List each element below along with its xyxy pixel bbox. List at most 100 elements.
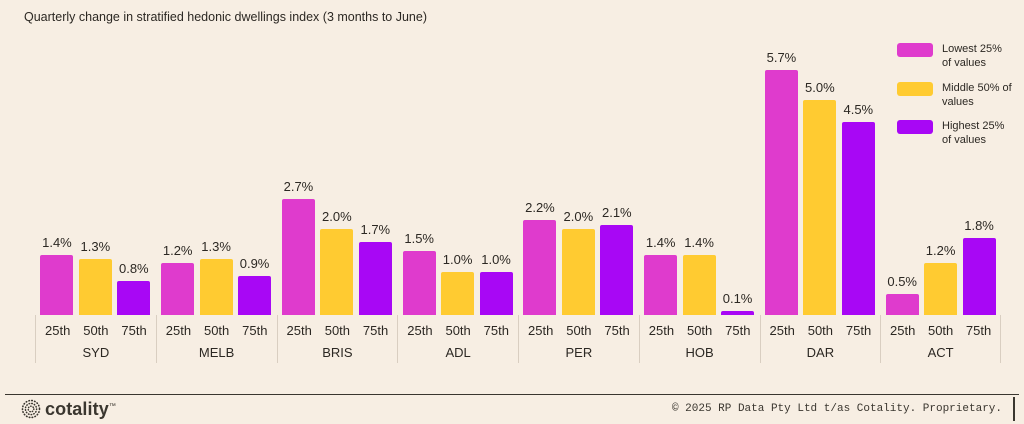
bar-row: 1.4% 1.3% 0.8%: [35, 40, 156, 315]
bar: [523, 220, 557, 315]
axis-cell: 25th 50th 75th DAR: [759, 315, 881, 363]
bar: [885, 293, 919, 315]
bar: [320, 229, 354, 315]
bar-group: 1.5% 1.0% 1.0% 25th 50th 75th ADL: [397, 40, 518, 363]
bar-value-label: 2.0%: [563, 209, 594, 224]
category-label: BRIS: [322, 345, 353, 360]
bar-value-label: 1.8%: [964, 217, 994, 233]
category-label: MELB: [198, 345, 235, 360]
bar-group: 5.7% 5.0% 4.5% 25th 50th 75th DAR: [759, 40, 881, 363]
bar-value-label: 1.0%: [481, 252, 511, 267]
cotality-logo: cotality™: [20, 398, 116, 420]
axis-cell: 25th 50th 75th SYD: [35, 315, 156, 363]
axis-cell: 25th 50th 75th BRIS: [276, 315, 398, 363]
tick-label: 75th: [483, 323, 509, 338]
bar-value-label: 4.5%: [843, 101, 874, 117]
bar-value-label: 2.7%: [283, 178, 314, 194]
bar-value-label: 5.0%: [805, 80, 835, 95]
bar-value-label: 2.0%: [322, 209, 352, 224]
bar-row: 1.2% 1.3% 0.9%: [156, 40, 277, 315]
tick-row: 25th 50th 75th: [519, 323, 639, 338]
bar-group: 0.5% 1.2% 1.8% 25th 50th 75th ACT: [880, 40, 1001, 363]
tick-label: 50th: [686, 323, 713, 338]
legend-swatch: [897, 81, 933, 96]
bar-group: 1.4% 1.4% 0.1% 25th 50th 75th HOB: [638, 40, 760, 363]
bar-value-label: 1.4%: [684, 234, 714, 250]
axis-cell: 25th 50th 75th HOB: [638, 315, 760, 363]
tick-label: 25th: [769, 323, 795, 338]
bar: [644, 254, 678, 315]
bar-value-label: 1.0%: [442, 252, 473, 267]
tick-label: 75th: [965, 323, 992, 338]
axis-cell: 25th 50th 75th MELB: [155, 315, 277, 363]
bar-value-label: 1.3%: [201, 239, 231, 255]
footer-edge-bar: [1013, 397, 1015, 421]
bar-cell: 2.1%: [600, 205, 634, 315]
legend-swatch: [897, 43, 933, 57]
bar: [841, 121, 875, 315]
tick-label: 75th: [845, 323, 872, 338]
bar-cell: 1.3%: [78, 239, 112, 315]
tick-label: 50th: [807, 323, 834, 338]
bar-row: 1.4% 1.4% 0.1%: [639, 40, 760, 315]
tick-row: 25th 50th 75th: [157, 323, 277, 338]
bar: [78, 259, 112, 315]
bar: [402, 250, 436, 315]
bar-cell: 0.1%: [721, 291, 755, 315]
bar-cell: 1.0%: [479, 252, 513, 315]
bar-value-label: 0.8%: [118, 260, 149, 276]
axis-cell: 25th 50th 75th ADL: [397, 315, 518, 363]
tick-label: 50th: [83, 323, 109, 338]
bar-value-label: 1.5%: [404, 230, 434, 246]
bar-cell: 2.2%: [523, 200, 557, 315]
axis-cell: 25th 50th 75th PER: [518, 315, 639, 363]
tick-label: 50th: [566, 323, 592, 338]
bar: [682, 254, 716, 315]
bar: [161, 263, 195, 315]
bar-cell: 1.3%: [199, 239, 233, 315]
bar-row: 0.5% 1.2% 1.8%: [880, 40, 1001, 315]
bar-groups: 1.4% 1.3% 0.8% 25th 50th 75th SYD 1.2% 1.3% 0.9% 2…: [35, 40, 1001, 363]
bar-value-label: 1.2%: [925, 243, 956, 259]
tick-row: 25th 50th 75th: [761, 323, 881, 338]
bar-row: 1.5% 1.0% 1.0%: [397, 40, 518, 315]
tick-row: 25th 50th 75th: [398, 323, 518, 338]
chart-plot-area: 1.4% 1.3% 0.8% 25th 50th 75th SYD 1.2% 1.3% 0.9% 2…: [35, 40, 1001, 363]
tick-label: 25th: [165, 323, 192, 338]
legend: Lowest 25% of values Middle 50% of values…: [897, 42, 1012, 148]
bar: [479, 272, 513, 315]
legend-item: Middle 50% of values: [897, 81, 1012, 110]
cotality-globe-icon: [20, 398, 42, 420]
legend-item-label: Lowest 25% of values: [942, 43, 1002, 70]
legend-item-label: Middle 50% of values: [942, 81, 1012, 108]
bar-cell: 1.0%: [441, 252, 475, 315]
bar-value-label: 0.5%: [887, 273, 917, 289]
tick-label: 75th: [604, 323, 630, 338]
bar-value-label: 2.2%: [525, 200, 555, 216]
chart-title: Quarterly change in stratified hedonic d…: [24, 10, 427, 24]
bar-cell: 1.2%: [924, 243, 958, 315]
bar-cell: 5.7%: [764, 50, 798, 315]
tick-label: 25th: [407, 323, 433, 338]
legend-item: Highest 25% of values: [897, 119, 1012, 148]
category-label: ADL: [445, 345, 471, 360]
tick-label: 25th: [648, 323, 675, 338]
tick-label: 25th: [528, 323, 554, 338]
legend-item-label: Highest 25% of values: [942, 120, 1005, 147]
trademark-symbol: ™: [108, 402, 116, 410]
bar-row: 2.7% 2.0% 1.7%: [277, 40, 398, 315]
bar-cell: 5.0%: [803, 80, 837, 315]
bar: [962, 237, 996, 315]
bar: [199, 259, 233, 315]
bar-group: 1.2% 1.3% 0.9% 25th 50th 75th MELB: [155, 40, 277, 363]
tick-row: 25th 50th 75th: [640, 323, 760, 338]
bar-group: 2.7% 2.0% 1.7% 25th 50th 75th BRIS: [276, 40, 398, 363]
tick-label: 25th: [890, 323, 916, 338]
bar-cell: 0.5%: [885, 273, 919, 315]
bar-cell: 4.5%: [841, 101, 875, 315]
bar-row: 2.2% 2.0% 2.1%: [518, 40, 639, 315]
bar-cell: 1.5%: [402, 230, 436, 315]
category-label: HOB: [685, 345, 714, 360]
bar: [721, 310, 755, 315]
